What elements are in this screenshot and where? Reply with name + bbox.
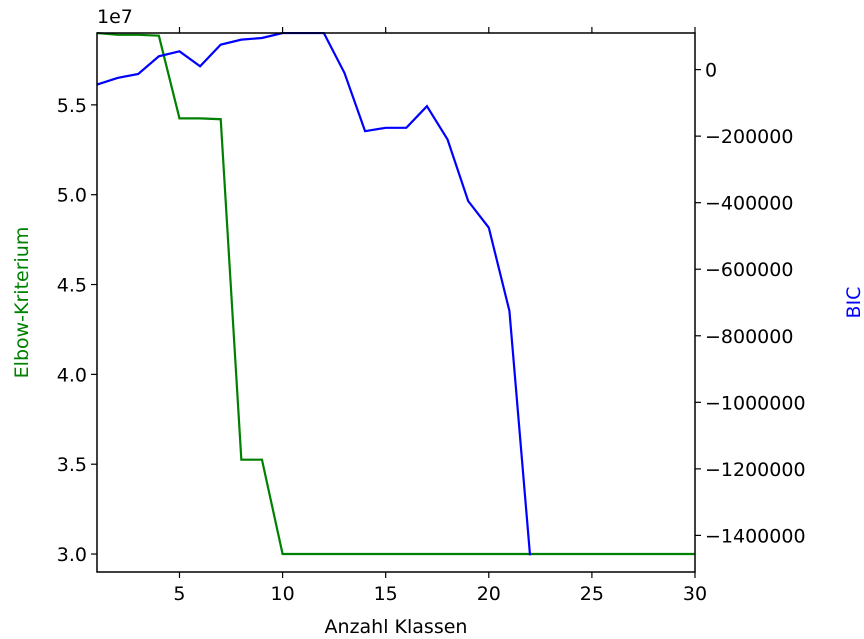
x-tick-label: 10 xyxy=(270,583,294,605)
y-left-tick-label: 4.0 xyxy=(57,364,87,386)
x-axis-title: Anzahl Klassen xyxy=(325,616,468,638)
x-tick-label: 5 xyxy=(173,583,185,605)
y-left-tick-label: 5.0 xyxy=(57,185,87,207)
y-right-tick-label: −200000 xyxy=(705,126,793,148)
x-tick-label: 25 xyxy=(580,583,604,605)
y-left-tick-label: 3.0 xyxy=(57,544,87,566)
y-right-tick-label: −1000000 xyxy=(705,392,806,414)
plot-frame xyxy=(96,32,696,573)
y-left-tick-label: 4.5 xyxy=(57,275,87,297)
y-right-tick-label: 0 xyxy=(705,60,717,82)
y-right-axis-title: BIC xyxy=(843,287,864,319)
y-right-tick-label: −1200000 xyxy=(705,459,806,481)
y-right-tick-label: −600000 xyxy=(705,259,793,281)
y-left-offset-text: 1e7 xyxy=(97,6,133,28)
y-left-tick-label: 5.5 xyxy=(57,95,87,117)
series-line-bic xyxy=(97,32,532,556)
y-left-tick-label: 3.5 xyxy=(57,454,87,476)
x-tick-label: 20 xyxy=(477,583,501,605)
y-right-tick-label: −400000 xyxy=(705,193,793,215)
y-right-tick-label: −1400000 xyxy=(705,525,806,547)
y-right-tick-label: −800000 xyxy=(705,326,793,348)
y-left-axis-title: Elbow-Kriterium xyxy=(11,227,33,379)
x-tick-label: 15 xyxy=(374,583,398,605)
series-line-elbow xyxy=(97,32,695,556)
x-tick-label: 30 xyxy=(683,583,707,605)
